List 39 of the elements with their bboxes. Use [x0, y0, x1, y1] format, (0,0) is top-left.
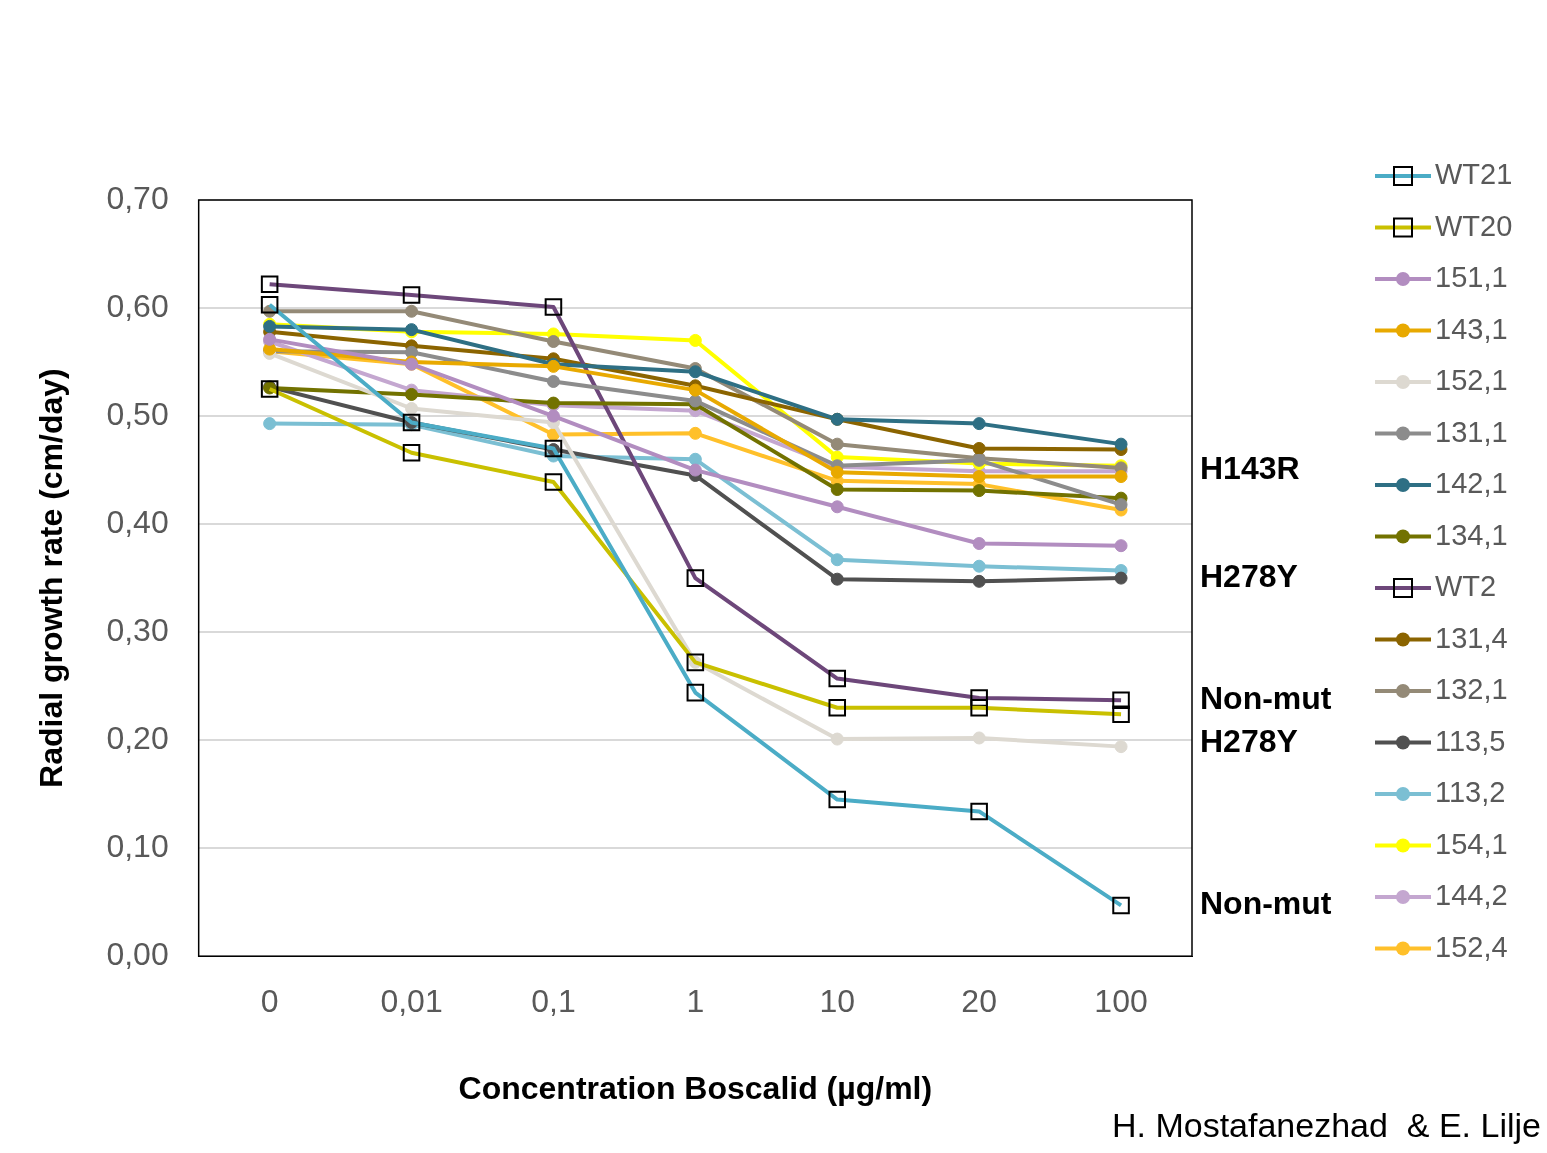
- y-tick-label: 0,30: [106, 611, 169, 648]
- legend-label: 132,1: [1435, 673, 1508, 705]
- legend-label: 142,1: [1435, 467, 1508, 499]
- annotation: H278Y: [1200, 557, 1298, 594]
- legend-label: 113,5: [1435, 724, 1506, 757]
- legend-label: 152,1: [1435, 364, 1508, 396]
- y-tick-label: 0,70: [106, 179, 169, 216]
- x-axis-title: Concentration Boscalid (µg/ml): [458, 1069, 933, 1106]
- x-tick-label: 0: [260, 983, 279, 1020]
- x-tick-label: 1: [686, 983, 705, 1020]
- annotation: H278Y: [1200, 723, 1298, 760]
- annotation: H143R: [1200, 449, 1300, 486]
- y-tick-label: 0,10: [106, 828, 169, 864]
- y-tick-label: 0,50: [106, 395, 169, 432]
- legend-label: 154,1: [1435, 827, 1508, 860]
- y-tick-label: 0,60: [106, 287, 169, 324]
- y-tick-label: 0,40: [106, 503, 169, 540]
- text: H. Mostafanezhad & E. Lilje: [1111, 1106, 1541, 1145]
- x-tick-label: 100: [1094, 983, 1148, 1020]
- y-tick-label: 0,20: [106, 719, 169, 756]
- legend-label: 152,4: [1435, 930, 1508, 963]
- x-tick-label: 20: [961, 983, 997, 1020]
- legend-label: 151,1: [1435, 261, 1508, 293]
- x-tick-label: 10: [819, 983, 856, 1020]
- legend-label: 134,1: [1435, 518, 1508, 551]
- legend-label: 113,2: [1435, 776, 1506, 808]
- legend-label: 131,1: [1435, 415, 1508, 448]
- x-tick-label: 0,1: [531, 983, 576, 1020]
- annotation: Non-mut: [1200, 885, 1332, 922]
- legend-label: WT2: [1435, 570, 1497, 602]
- legend-label: WT20: [1435, 209, 1513, 242]
- y-axis-title: Radial growth rate (cm/day): [33, 368, 70, 788]
- annotation: Non-mut: [1200, 680, 1332, 716]
- legend-label: WT21: [1435, 158, 1513, 190]
- y-tick-label: 0,00: [106, 936, 169, 973]
- legend-label: 131,4: [1435, 621, 1508, 654]
- legend-label: 144,2: [1435, 879, 1508, 911]
- x-tick-label: 0,01: [380, 983, 443, 1020]
- legend-label: 143,1: [1435, 312, 1508, 345]
